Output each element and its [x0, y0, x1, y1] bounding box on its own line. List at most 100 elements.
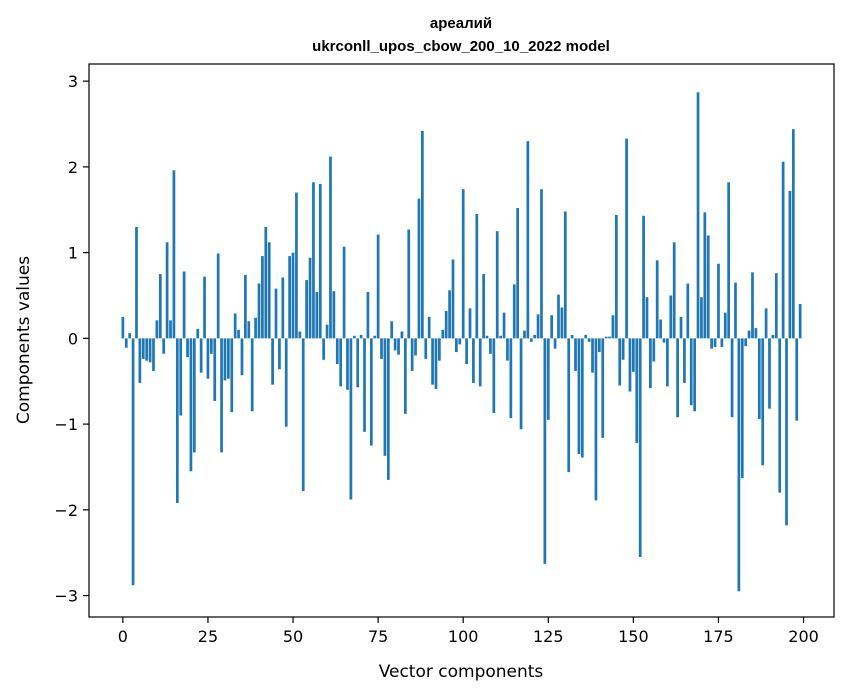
bar — [135, 226, 138, 339]
bar — [570, 334, 574, 339]
bar — [148, 338, 152, 363]
bar — [233, 313, 237, 339]
y-tick-label: −1 — [54, 415, 78, 434]
bar — [179, 338, 183, 416]
bar — [676, 338, 679, 418]
bar — [247, 321, 251, 339]
bar — [441, 329, 445, 339]
bar — [172, 170, 176, 339]
bar — [400, 331, 404, 339]
bar — [363, 338, 366, 432]
bar — [339, 338, 343, 387]
bar — [414, 338, 417, 356]
bar — [512, 284, 516, 339]
bar — [298, 331, 302, 339]
bar — [281, 277, 285, 339]
bar — [192, 338, 196, 453]
bar — [472, 338, 475, 383]
bar — [710, 338, 714, 349]
bar — [380, 338, 383, 359]
bar — [543, 338, 547, 564]
bar — [720, 338, 724, 347]
bar — [278, 338, 281, 370]
bar — [727, 182, 731, 339]
y-tick-label: −2 — [54, 501, 78, 520]
bar — [329, 156, 332, 339]
bar — [390, 321, 394, 339]
bar — [478, 338, 482, 387]
bar — [254, 317, 257, 339]
bar — [376, 234, 380, 339]
bar — [662, 338, 666, 343]
bar — [261, 256, 264, 339]
bar — [431, 338, 434, 385]
bar — [448, 290, 451, 339]
bar — [213, 338, 217, 401]
bar — [182, 271, 186, 339]
bar — [438, 338, 441, 361]
bar — [502, 312, 506, 339]
bar — [165, 242, 169, 339]
bar — [683, 338, 686, 383]
bar — [301, 338, 305, 491]
bar — [315, 292, 319, 339]
bar — [516, 208, 520, 339]
bar — [536, 314, 540, 339]
bar — [764, 308, 768, 339]
bar — [342, 246, 346, 339]
bar — [434, 338, 438, 389]
bar — [587, 338, 591, 342]
bar — [492, 338, 496, 413]
bar — [169, 320, 172, 339]
bar — [264, 226, 268, 339]
chart-title: ареалий — [430, 15, 492, 32]
bar — [369, 338, 373, 446]
y-tick-label: 1 — [68, 244, 78, 263]
bar — [444, 310, 448, 339]
bar — [785, 338, 788, 526]
bar — [550, 315, 554, 339]
bar — [761, 338, 765, 466]
bar — [563, 211, 567, 339]
bar — [346, 338, 349, 390]
bar — [383, 338, 387, 456]
bar — [754, 328, 758, 339]
bar — [526, 141, 530, 339]
bar — [356, 338, 360, 388]
bar — [410, 338, 414, 371]
bar — [652, 338, 656, 362]
bar — [216, 253, 220, 339]
bar — [335, 338, 339, 365]
bar — [189, 338, 193, 472]
bar — [145, 338, 149, 361]
y-tick-label: 3 — [68, 72, 78, 91]
bar — [533, 334, 537, 339]
bar — [455, 338, 458, 353]
bar — [635, 338, 639, 443]
bar — [366, 292, 370, 339]
bar — [638, 338, 642, 557]
bar — [325, 324, 329, 339]
bar — [250, 338, 254, 412]
bar — [591, 338, 594, 373]
bar — [557, 294, 560, 339]
bar — [482, 274, 485, 339]
bar — [312, 182, 315, 339]
bar — [128, 333, 132, 339]
bar — [397, 338, 400, 355]
bar — [209, 338, 213, 354]
x-axis-ticks: 0 25 50 75 100 125 150 175 200 — [118, 617, 819, 646]
bar — [203, 276, 206, 339]
bar — [611, 315, 615, 339]
bar — [318, 184, 322, 339]
bar — [584, 334, 588, 339]
bar — [227, 338, 230, 379]
bar — [141, 338, 145, 359]
bar — [744, 338, 748, 347]
bar — [723, 312, 727, 339]
x-tick-label: 150 — [618, 627, 649, 646]
bar — [267, 242, 271, 339]
x-tick-label: 25 — [198, 627, 218, 646]
bar — [608, 336, 611, 339]
